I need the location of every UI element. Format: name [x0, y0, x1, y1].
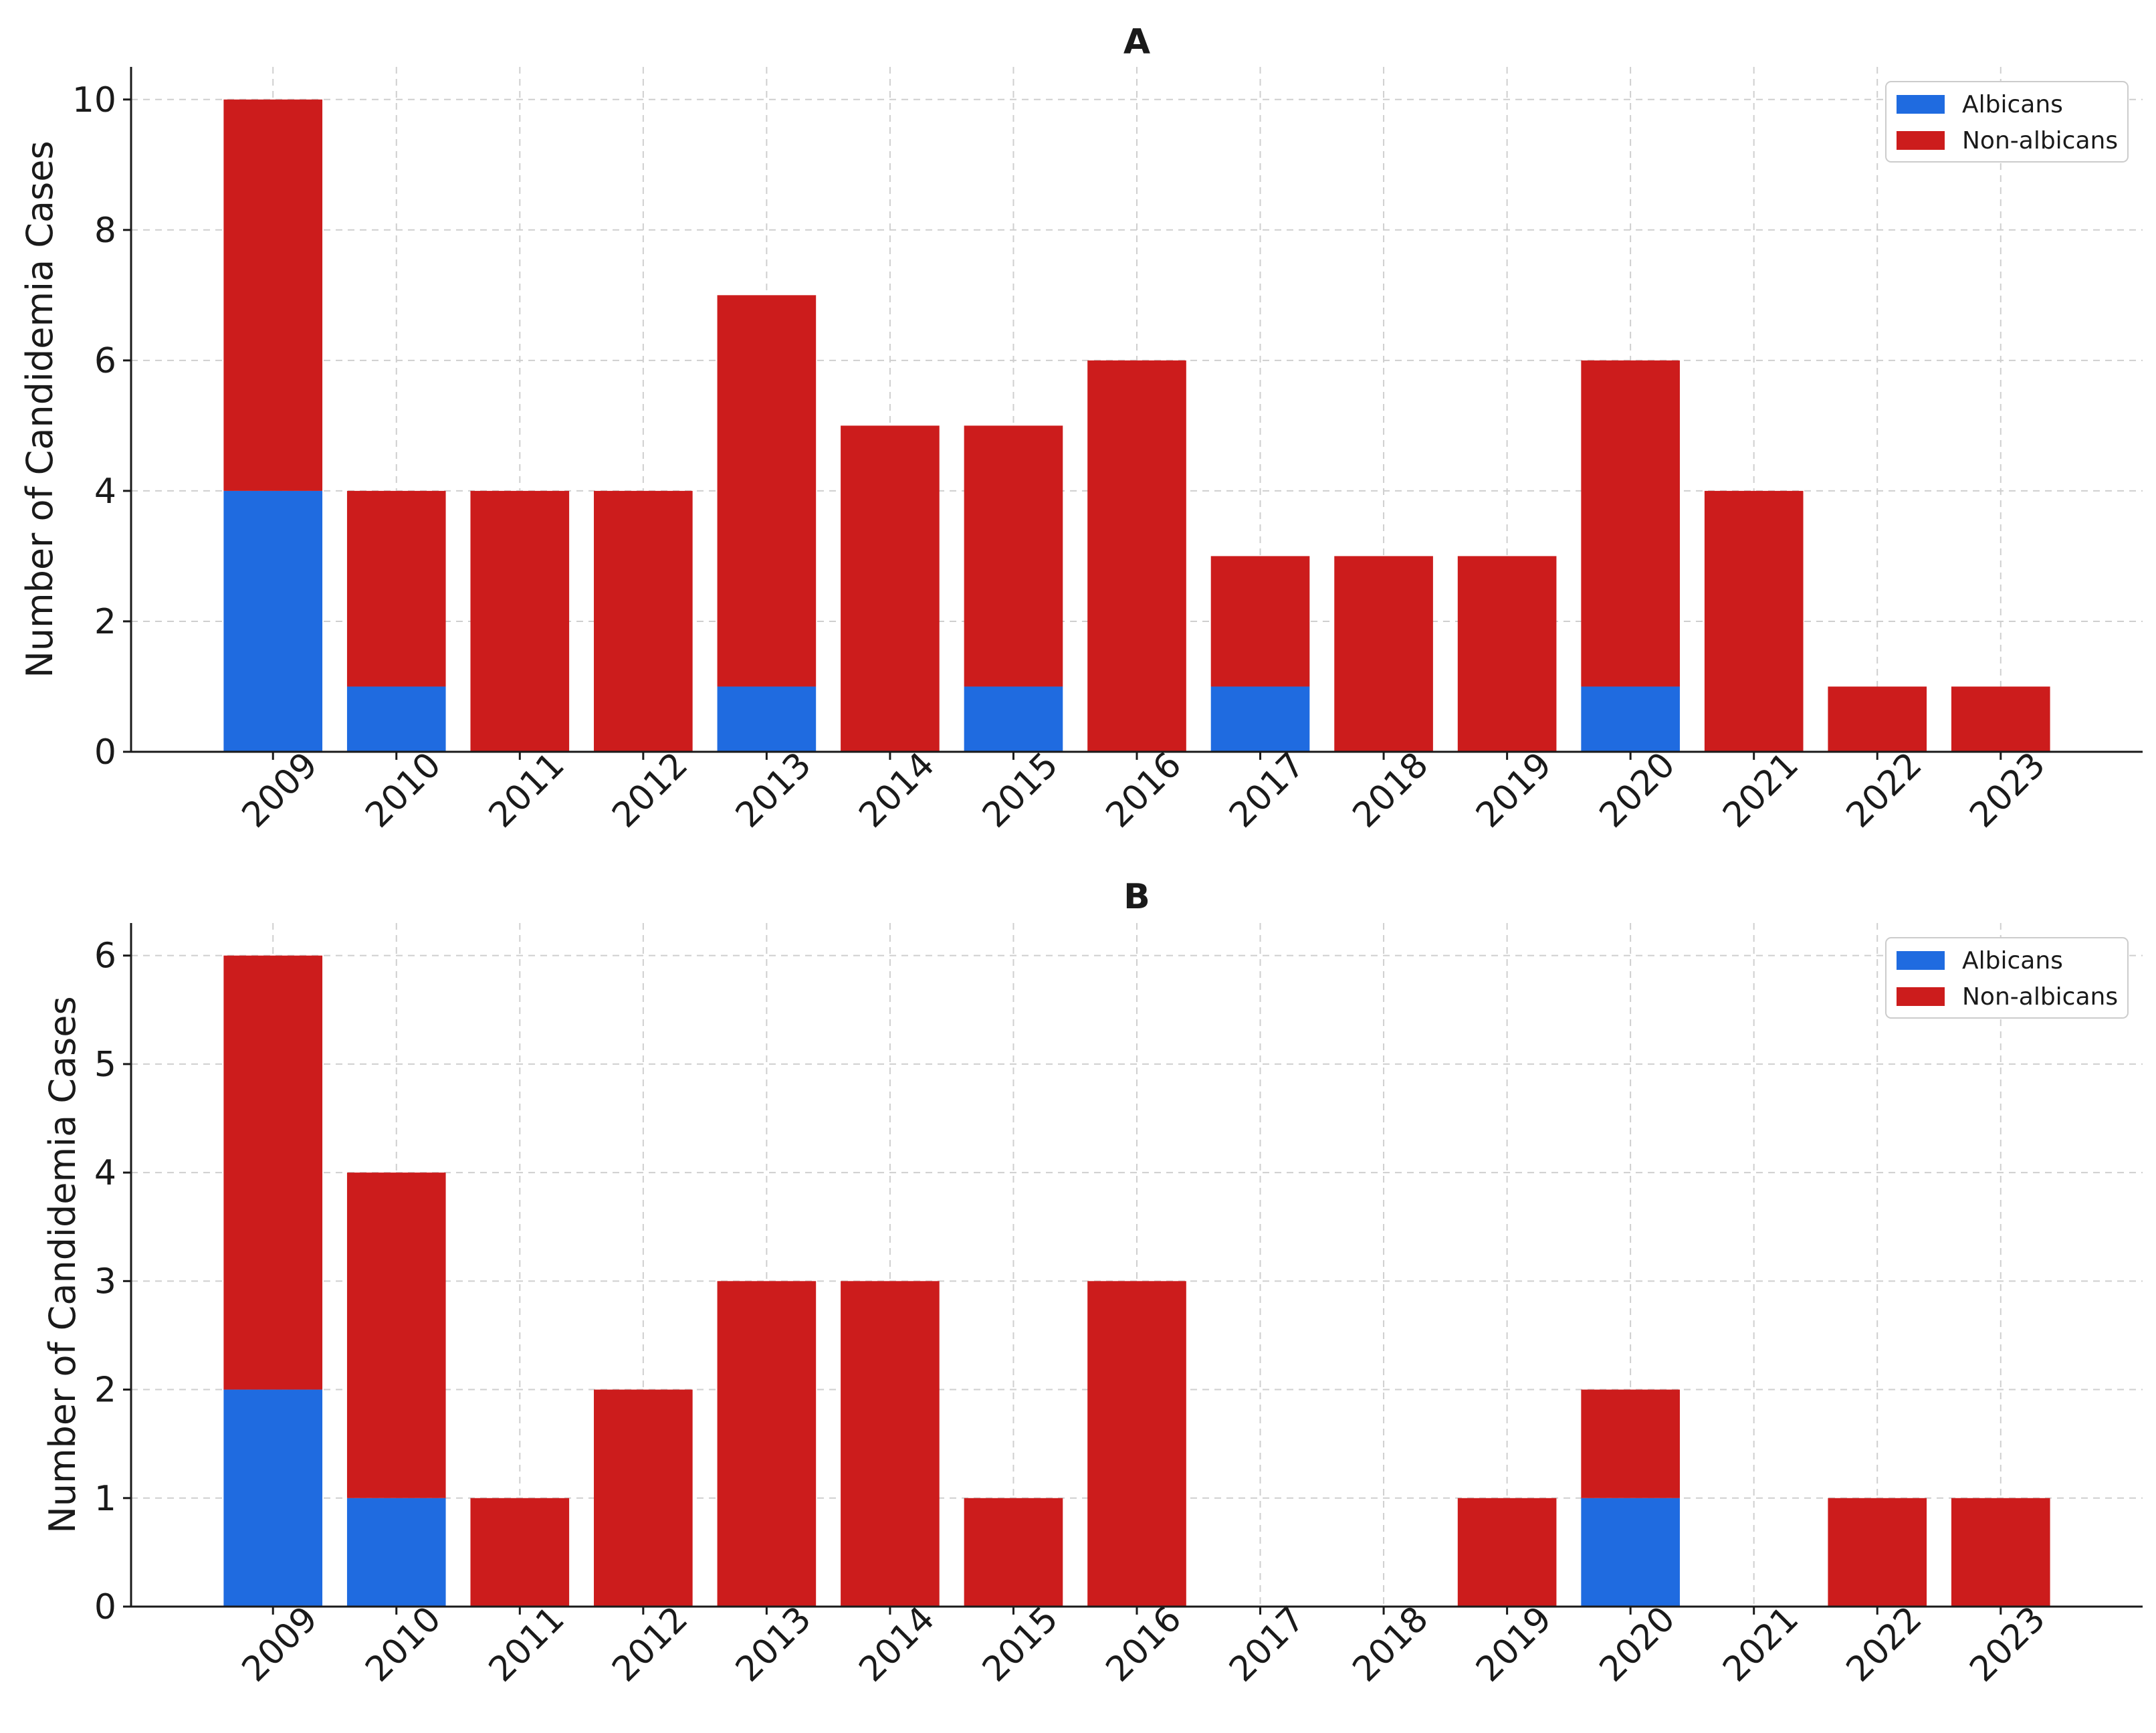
x-tick-label: 2011: [481, 1599, 572, 1690]
x-tick-label: 2021: [1715, 1599, 1806, 1690]
bar-a-non-albicans-2017: [1210, 556, 1310, 687]
legend-swatch-albicans: [1897, 95, 1945, 114]
x-tick-label: 2022: [1839, 744, 1930, 835]
x-tick-label: 2017: [1222, 1599, 1313, 1690]
legend-label: Non-albicans: [1962, 127, 2118, 155]
bar-b-non-albicans-2009: [223, 955, 323, 1390]
x-tick-label: 2015: [975, 1599, 1066, 1690]
legend-label: Non-albicans: [1962, 983, 2118, 1011]
x-tick-label: 2014: [851, 1599, 942, 1690]
bar-a-albicans-2013: [717, 686, 817, 752]
y-tick-label: 8: [94, 211, 116, 251]
x-tick-label: 2021: [1715, 744, 1806, 835]
bar-a-non-albicans-2011: [470, 490, 570, 752]
x-tick-label: 2023: [1962, 1599, 2053, 1690]
x-tick-label: 2009: [235, 744, 326, 835]
y-tick-label: 6: [94, 341, 116, 381]
bar-a-non-albicans-2023: [1951, 686, 2050, 752]
panel-title: B: [1123, 877, 1150, 917]
bar-b-non-albicans-2013: [717, 1281, 817, 1607]
y-axis-label: Number of Candidemia Cases: [19, 140, 61, 678]
y-tick-label: 4: [94, 1153, 116, 1193]
bar-b-albicans-2009: [223, 1389, 323, 1607]
x-tick-label: 2016: [1098, 1599, 1189, 1690]
bar-a-non-albicans-2016: [1087, 360, 1186, 752]
legend-swatch-non-albicans: [1897, 131, 1945, 150]
bar-b-non-albicans-2022: [1828, 1498, 1927, 1607]
bar-a-non-albicans-2012: [594, 490, 693, 752]
chart-panel-a: 0 2 4 6 8 10 2009 2010 2011 2012 2013 2014 2015 2016 2…: [19, 22, 2143, 835]
y-tick-label: 10: [72, 80, 116, 120]
bar-b-non-albicans-2020: [1581, 1389, 1680, 1498]
legend: [1885, 937, 2129, 1019]
x-tick-label: 2023: [1962, 744, 2053, 835]
x-tick-label: 2010: [358, 744, 449, 835]
bar-a-non-albicans-2019: [1457, 556, 1557, 752]
x-tick-label: 2012: [605, 744, 695, 835]
bar-b-non-albicans-2014: [841, 1281, 940, 1607]
bar-a-non-albicans-2020: [1581, 360, 1680, 687]
legend-swatch-non-albicans: [1897, 987, 1945, 1006]
x-tick-label: 2013: [728, 744, 819, 835]
bar-a-albicans-2017: [1210, 686, 1310, 752]
bar-a-non-albicans-2010: [346, 490, 446, 687]
bar-a-non-albicans-2018: [1334, 556, 1433, 752]
bar-a-non-albicans-2021: [1704, 490, 1804, 752]
bar-a-albicans-2020: [1581, 686, 1680, 752]
y-tick-label: 1: [94, 1479, 116, 1519]
x-tick-label: 2014: [851, 744, 942, 835]
x-tick-label: 2020: [1592, 1599, 1683, 1690]
bar-b-non-albicans-2023: [1951, 1498, 2050, 1607]
bar-a-non-albicans-2022: [1828, 686, 1927, 752]
y-axis-label: Number of Candidemia Cases: [41, 996, 84, 1533]
y-tick-label: 2: [94, 1370, 116, 1411]
bar-b-albicans-2020: [1581, 1498, 1680, 1607]
bar-a-non-albicans-2014: [841, 425, 940, 752]
x-tick-label: 2015: [975, 744, 1066, 835]
bar-b-albicans-2010: [346, 1498, 446, 1607]
bar-b-non-albicans-2015: [964, 1498, 1063, 1607]
legend: [1885, 81, 2129, 163]
x-tick-label: 2009: [235, 1599, 326, 1690]
x-tick-label: 2020: [1592, 744, 1683, 835]
x-tick-label: 2012: [605, 1599, 695, 1690]
y-tick-label: 0: [94, 1587, 116, 1627]
legend-swatch-albicans: [1897, 951, 1945, 970]
bar-a-non-albicans-2015: [964, 425, 1063, 687]
bar-a-non-albicans-2009: [223, 99, 323, 491]
x-tick-label: 2018: [1345, 744, 1436, 835]
x-tick-label: 2019: [1469, 744, 1559, 835]
bar-a-non-albicans-2013: [717, 295, 817, 687]
bar-a-albicans-2010: [346, 686, 446, 752]
bar-b-non-albicans-2016: [1087, 1281, 1186, 1607]
legend-label: Albicans: [1962, 91, 2063, 118]
y-tick-label: 0: [94, 732, 116, 773]
y-tick-label: 4: [94, 472, 116, 512]
bar-a-albicans-2015: [964, 686, 1063, 752]
x-tick-label: 2011: [481, 744, 572, 835]
bar-b-non-albicans-2010: [346, 1173, 446, 1498]
x-tick-label: 2018: [1345, 1599, 1436, 1690]
x-tick-label: 2010: [358, 1599, 449, 1690]
legend-label: Albicans: [1962, 947, 2063, 975]
x-tick-label: 2016: [1098, 744, 1189, 835]
y-tick-label: 5: [94, 1045, 116, 1085]
x-tick-label: 2017: [1222, 744, 1313, 835]
x-tick-label: 2022: [1839, 1599, 1930, 1690]
y-tick-label: 3: [94, 1261, 116, 1302]
x-tick-label: 2019: [1469, 1599, 1559, 1690]
bar-a-albicans-2009: [223, 490, 323, 752]
panel-title: A: [1123, 22, 1150, 62]
bar-b-non-albicans-2012: [594, 1389, 693, 1607]
y-tick-label: 6: [94, 936, 116, 977]
bar-b-non-albicans-2019: [1457, 1498, 1557, 1607]
chart-panel-b: 0 1 2 3 4 5 6 2009 2010 2011 2012 2013 2014 2015 2016 2…: [41, 877, 2143, 1690]
x-tick-label: 2013: [728, 1599, 819, 1690]
bar-b-non-albicans-2011: [470, 1498, 570, 1607]
y-tick-label: 2: [94, 602, 116, 642]
